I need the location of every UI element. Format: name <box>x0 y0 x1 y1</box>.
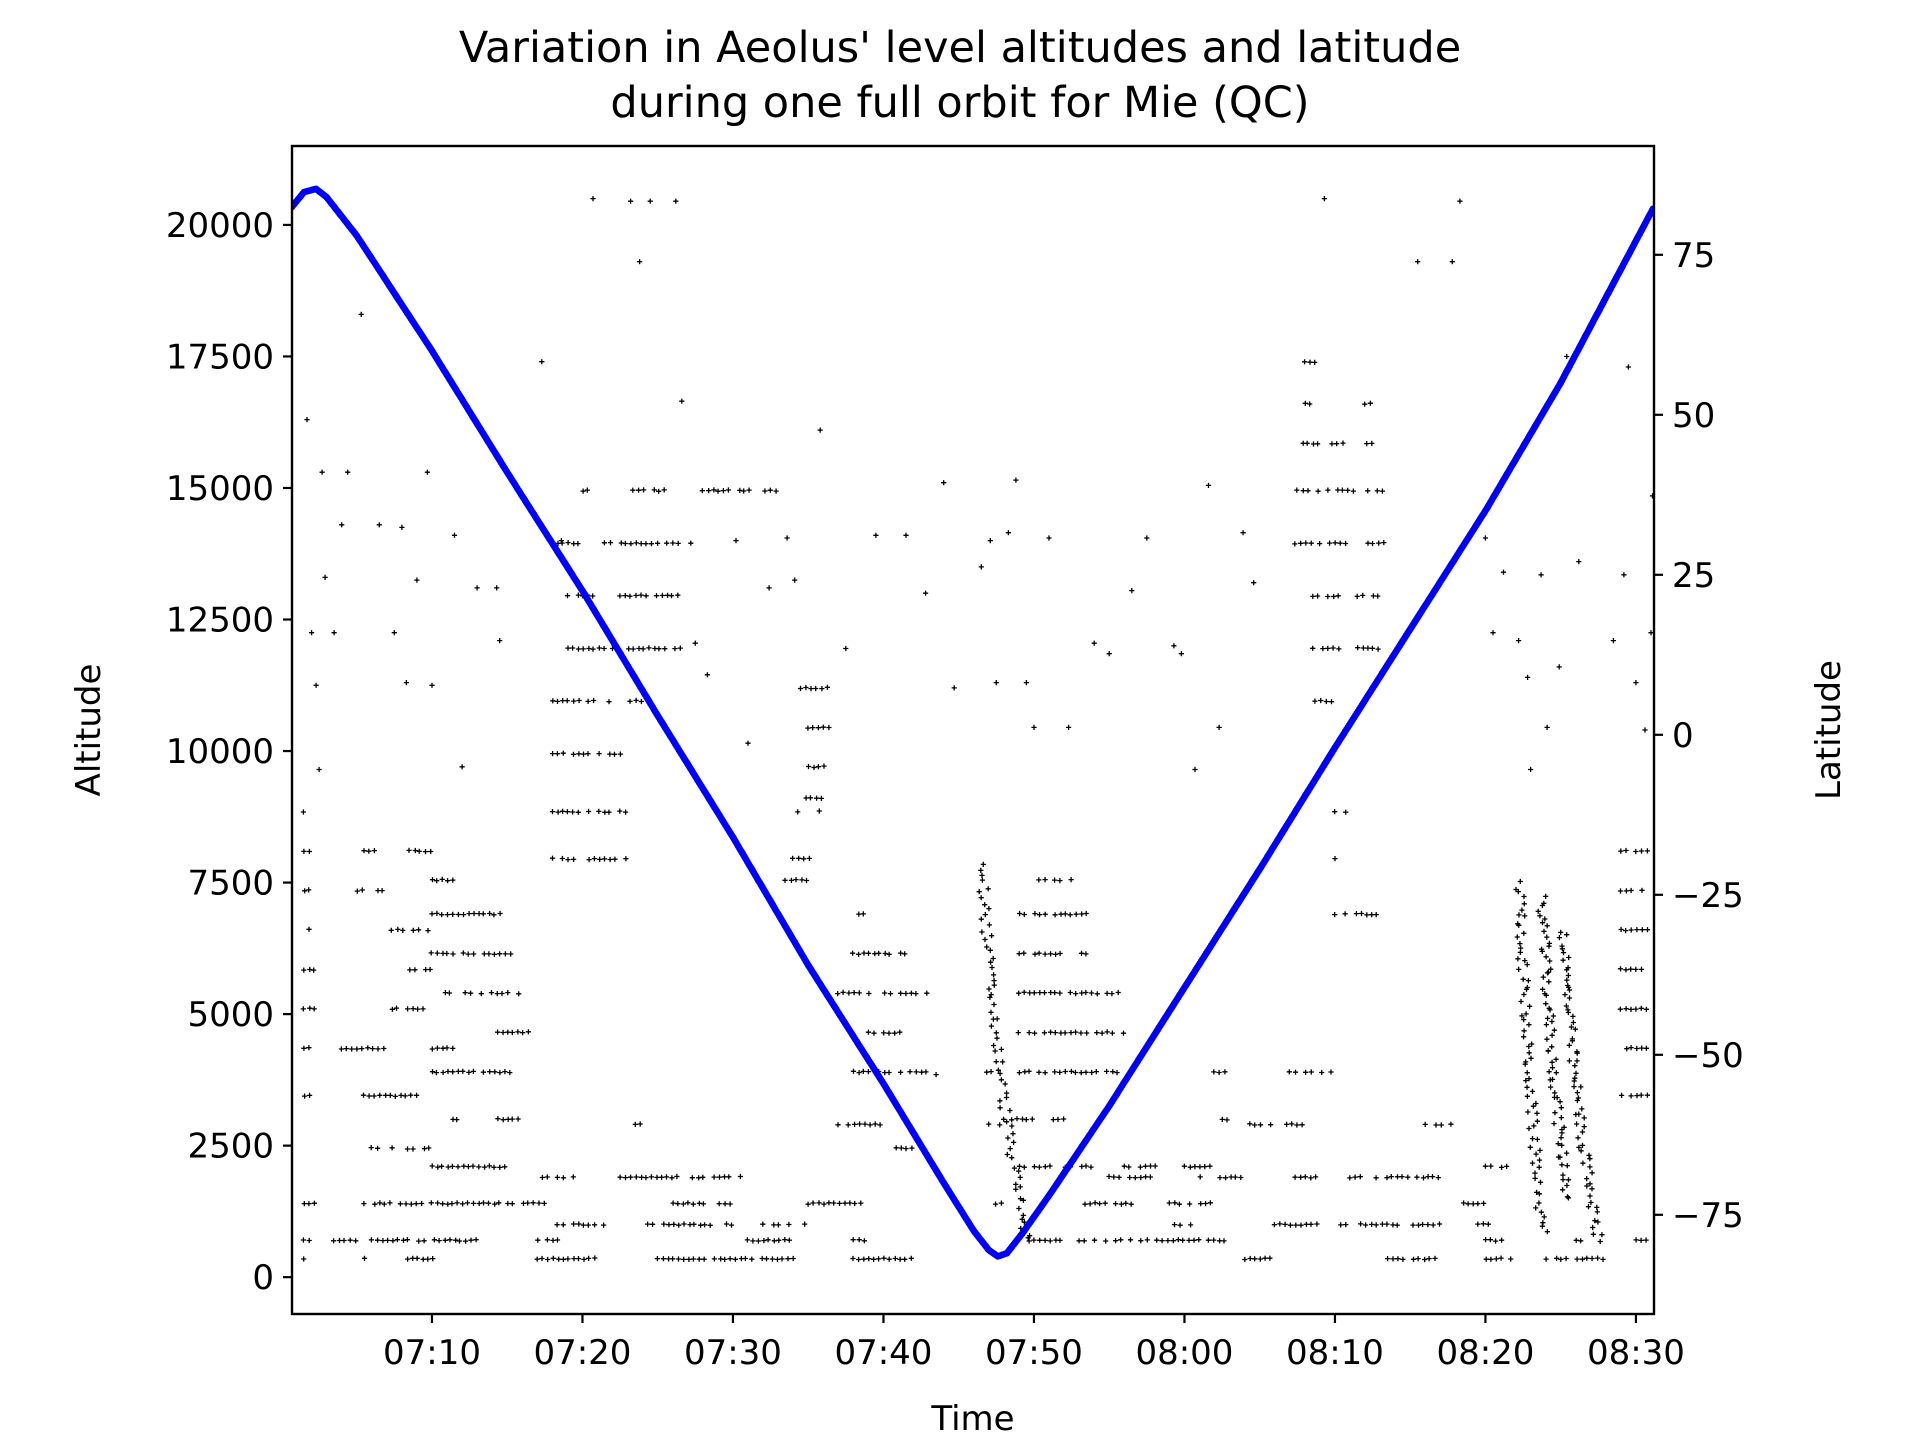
x-tick-label: 07:20 <box>533 1333 631 1373</box>
x-tick-label: 08:30 <box>1587 1333 1685 1373</box>
y2-axis-label: Latitude <box>1809 660 1849 800</box>
y-tick-label: 7500 <box>187 864 274 904</box>
y-tick-label: 0 <box>252 1258 274 1298</box>
y2-tick-label: −75 <box>1672 1196 1744 1236</box>
y-axis-left: 0 2500 5000 7500 10000 12500 15000 17500 20000 <box>166 206 292 1298</box>
x-tick-label: 07:10 <box>383 1333 481 1373</box>
y2-tick-label: 25 <box>1672 556 1715 596</box>
y2-tick-label: −25 <box>1672 876 1744 916</box>
y2-tick-label: 50 <box>1672 396 1715 436</box>
altitude-points <box>300 196 1654 1263</box>
x-tick-label: 07:30 <box>684 1333 782 1373</box>
y-tick-label: 17500 <box>166 337 274 377</box>
x-tick-label: 07:40 <box>834 1333 932 1373</box>
y2-tick-label: 0 <box>1672 716 1694 756</box>
y-tick-label: 5000 <box>187 995 274 1035</box>
altitude-scatter-series <box>300 196 1654 1263</box>
chart-title-line-1: Variation in Aeolus' level altitudes and… <box>459 23 1461 73</box>
latitude-series <box>292 185 1654 1260</box>
y2-tick-label: 75 <box>1672 236 1715 276</box>
y2-tick-label: −50 <box>1672 1036 1744 1076</box>
y-tick-label: 10000 <box>166 732 274 772</box>
x-axis-label: Time <box>930 1399 1014 1439</box>
x-axis: 07:10 07:20 07:30 07:40 07:50 08:00 08:10 08:20… <box>383 1314 1685 1373</box>
x-tick-label: 08:20 <box>1436 1333 1534 1373</box>
x-tick-label: 07:50 <box>985 1333 1083 1373</box>
plot-frame <box>290 144 1656 1316</box>
y-tick-label: 12500 <box>166 601 274 641</box>
chart-title-line-2: during one full orbit for Mie (QC) <box>610 78 1309 128</box>
y-tick-label: 2500 <box>187 1127 274 1167</box>
x-tick-label: 08:10 <box>1286 1333 1384 1373</box>
y-tick-label: 15000 <box>166 469 274 509</box>
x-tick-label: 08:00 <box>1135 1333 1233 1373</box>
y-tick-label: 20000 <box>166 206 274 246</box>
y-axis-right: 75 50 25 0 −25 −50 −75 <box>1654 236 1744 1236</box>
y-axis-label: Altitude <box>69 664 109 797</box>
